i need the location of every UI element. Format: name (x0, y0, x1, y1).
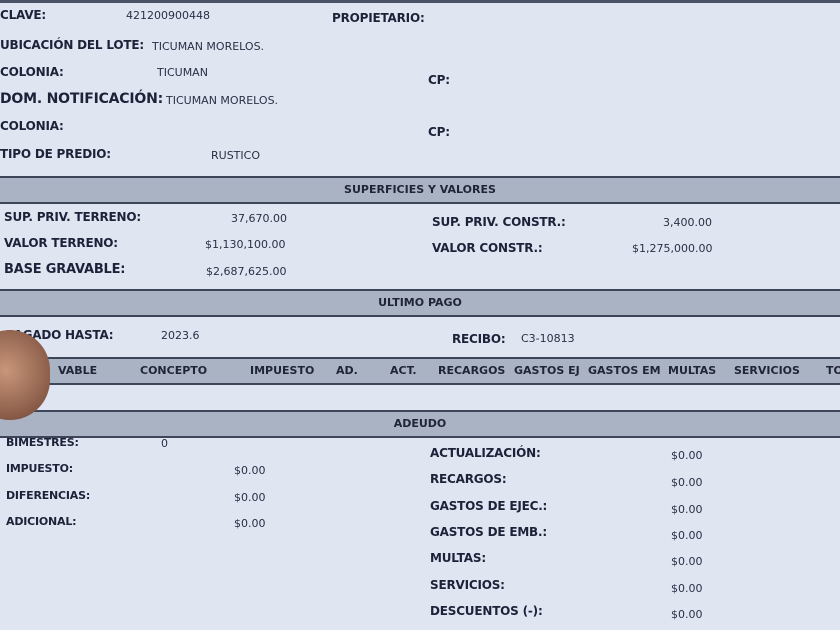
gastos-emb-label: GASTOS DE EMB.: (430, 525, 547, 539)
sup-terreno-value: 37,670.00 (231, 212, 287, 225)
actualizacion-label: ACTUALIZACIÓN: (430, 446, 541, 460)
adicional-label: ADICIONAL: (6, 515, 77, 528)
base-gravable-value: $2,687,625.00 (206, 265, 287, 278)
dom-notificacion-label: DOM. NOTIFICACIÓN: (0, 91, 164, 107)
col-servicios: SERVICIOS (734, 364, 800, 377)
valor-constr-label: VALOR CONSTR.: (432, 241, 543, 255)
colonia-value: TICUMAN (157, 66, 208, 79)
pagado-hasta-value: 2023.6 (161, 329, 200, 342)
colonia-label: COLONIA: (0, 65, 64, 79)
recargos-label: RECARGOS: (430, 472, 507, 486)
col-concepto: CONCEPTO (140, 364, 208, 377)
valor-terreno-value: $1,130,100.00 (205, 238, 286, 251)
adeudo-header: ADEUDO (0, 410, 840, 438)
finger-occlusion (0, 330, 50, 420)
impuesto-label: IMPUESTO: (6, 462, 73, 475)
descuentos-label: DESCUENTOS (-): (430, 604, 543, 618)
recibo-label: RECIBO: (452, 332, 506, 346)
impuesto-value: $0.00 (234, 464, 266, 477)
sup-terreno-label: SUP. PRIV. TERRENO: (4, 210, 141, 224)
ubicacion-value: TICUMAN MORELOS. (152, 40, 265, 53)
pagos-table-header: VABLE CONCEPTO IMPUESTO AD. ACT. RECARGO… (0, 357, 840, 385)
diferencias-value: $0.00 (234, 491, 266, 504)
col-act: ACT. (390, 364, 417, 377)
clave-value: 421200900448 (126, 9, 210, 22)
superficies-header: SUPERFICIES Y VALORES (0, 176, 840, 204)
bimestres-value: 0 (161, 437, 168, 450)
col-ad: AD. (336, 364, 358, 377)
recargos-value: $0.00 (671, 476, 703, 489)
col-gastos-em: GASTOS EM (588, 364, 661, 377)
recibo-value: C3-10813 (521, 332, 575, 345)
sup-constr-value: 3,400.00 (663, 216, 712, 229)
multas-label: MULTAS: (430, 551, 486, 565)
cp2-label: CP: (428, 125, 450, 139)
col-gravable: VABLE (58, 364, 98, 377)
tipo-predio-label: TIPO DE PREDIO: (0, 147, 111, 161)
base-gravable-label: BASE GRAVABLE: (4, 262, 126, 277)
col-gastos-ej: GASTOS EJ (514, 364, 580, 377)
multas-value: $0.00 (671, 555, 703, 568)
tipo-predio-value: RUSTICO (211, 149, 260, 162)
valor-constr-value: $1,275,000.00 (632, 242, 713, 255)
colonia2-label: COLONIA: (0, 119, 64, 133)
servicios-value: $0.00 (671, 582, 703, 595)
gastos-ejec-label: GASTOS DE EJEC.: (430, 499, 548, 513)
dom-notificacion-value: TICUMAN MORELOS. (166, 94, 279, 107)
clave-label: CLAVE: (0, 8, 47, 22)
propietario-label: PROPIETARIO: (332, 11, 425, 25)
col-recargos: RECARGOS (438, 364, 506, 377)
ubicacion-label: UBICACIÓN DEL LOTE: (0, 38, 144, 52)
col-impuesto: IMPUESTO (250, 364, 315, 377)
actualizacion-value: $0.00 (671, 449, 703, 462)
gastos-ejec-value: $0.00 (671, 503, 703, 516)
cp-label: CP: (428, 73, 450, 87)
servicios-label: SERVICIOS: (430, 578, 505, 592)
valor-terreno-label: VALOR TERRENO: (4, 236, 118, 250)
bimestres-label: BIMESTRES: (6, 436, 79, 449)
col-total: TO (826, 364, 840, 377)
descuentos-value: $0.00 (671, 608, 703, 621)
gastos-emb-value: $0.00 (671, 529, 703, 542)
diferencias-label: DIFERENCIAS: (6, 489, 91, 502)
ultimo-pago-header: ULTIMO PAGO (0, 289, 840, 317)
adicional-value: $0.00 (234, 517, 266, 530)
sup-constr-label: SUP. PRIV. CONSTR.: (432, 215, 566, 229)
col-multas: MULTAS (668, 364, 717, 377)
page-edge (0, 0, 840, 3)
